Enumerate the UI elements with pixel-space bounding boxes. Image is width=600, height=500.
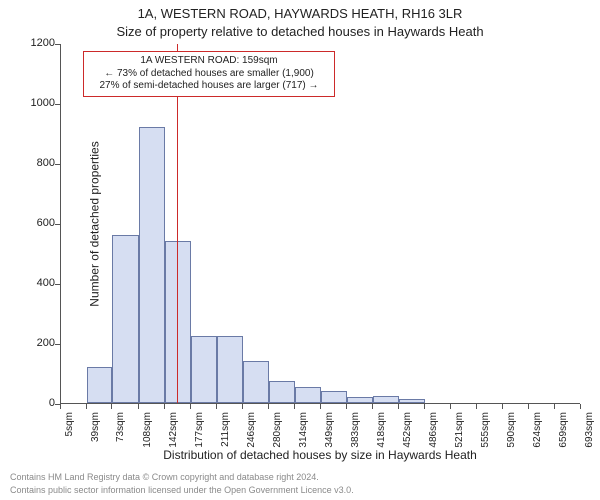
x-tick-label: 486sqm bbox=[428, 412, 439, 462]
x-tick-label: 5sqm bbox=[64, 412, 75, 462]
y-tick-label: 800 bbox=[5, 157, 55, 169]
x-tick-label: 211sqm bbox=[220, 412, 231, 462]
x-tick-label: 280sqm bbox=[272, 412, 283, 462]
footer-line-1: Contains HM Land Registry data © Crown c… bbox=[10, 472, 319, 482]
chart-title-main: 1A, WESTERN ROAD, HAYWARDS HEATH, RH16 3… bbox=[0, 6, 600, 21]
x-tick-label: 177sqm bbox=[194, 412, 205, 462]
x-tick-mark bbox=[372, 404, 373, 409]
x-tick-mark bbox=[86, 404, 87, 409]
histogram-bar bbox=[347, 397, 373, 403]
x-tick-mark bbox=[242, 404, 243, 409]
y-tick-mark bbox=[55, 224, 60, 225]
histogram-bar bbox=[191, 336, 217, 404]
x-tick-mark bbox=[190, 404, 191, 409]
x-axis-label: Distribution of detached houses by size … bbox=[60, 448, 580, 462]
histogram-bar bbox=[321, 391, 347, 403]
histogram-bar bbox=[295, 387, 321, 404]
x-tick-label: 452sqm bbox=[402, 412, 413, 462]
y-tick-mark bbox=[55, 104, 60, 105]
x-tick-mark bbox=[216, 404, 217, 409]
x-tick-label: 108sqm bbox=[142, 412, 153, 462]
x-tick-mark bbox=[398, 404, 399, 409]
chart-page: { "chart": { "type": "histogram", "title… bbox=[0, 0, 600, 500]
x-tick-mark bbox=[111, 404, 112, 409]
annotation-box: 1A WESTERN ROAD: 159sqm ← 73% of detache… bbox=[83, 51, 335, 97]
x-tick-label: 555sqm bbox=[480, 412, 491, 462]
y-tick-label: 1200 bbox=[5, 37, 55, 49]
reference-line bbox=[177, 44, 178, 403]
histogram-bar bbox=[87, 367, 113, 403]
x-tick-mark bbox=[346, 404, 347, 409]
x-tick-label: 521sqm bbox=[454, 412, 465, 462]
y-tick-label: 200 bbox=[5, 337, 55, 349]
x-tick-mark bbox=[60, 404, 61, 409]
x-tick-mark bbox=[138, 404, 139, 409]
x-tick-mark bbox=[268, 404, 269, 409]
x-tick-label: 693sqm bbox=[584, 412, 595, 462]
bars-container bbox=[61, 44, 580, 403]
histogram-bar bbox=[243, 361, 269, 403]
plot-area: 1A WESTERN ROAD: 159sqm ← 73% of detache… bbox=[60, 44, 580, 404]
x-tick-label: 349sqm bbox=[324, 412, 335, 462]
chart-title-sub: Size of property relative to detached ho… bbox=[0, 24, 600, 39]
y-tick-mark bbox=[55, 284, 60, 285]
histogram-bar bbox=[373, 396, 399, 404]
histogram-bar bbox=[217, 336, 243, 404]
annotation-line-1: 1A WESTERN ROAD: 159sqm bbox=[90, 55, 328, 68]
y-tick-mark bbox=[55, 344, 60, 345]
x-tick-label: 246sqm bbox=[246, 412, 257, 462]
histogram-bar bbox=[269, 381, 295, 404]
annotation-line-2: ← 73% of detached houses are smaller (1,… bbox=[90, 68, 328, 81]
y-tick-label: 0 bbox=[5, 397, 55, 409]
x-tick-mark bbox=[554, 404, 555, 409]
x-tick-label: 624sqm bbox=[532, 412, 543, 462]
histogram-bar bbox=[399, 399, 425, 403]
x-tick-mark bbox=[450, 404, 451, 409]
y-tick-mark bbox=[55, 44, 60, 45]
x-tick-label: 659sqm bbox=[558, 412, 569, 462]
x-tick-label: 383sqm bbox=[350, 412, 361, 462]
y-tick-label: 600 bbox=[5, 217, 55, 229]
x-tick-mark bbox=[424, 404, 425, 409]
x-tick-mark bbox=[294, 404, 295, 409]
x-tick-label: 142sqm bbox=[168, 412, 179, 462]
x-tick-label: 314sqm bbox=[298, 412, 309, 462]
x-tick-label: 39sqm bbox=[90, 412, 101, 462]
y-tick-label: 1000 bbox=[5, 97, 55, 109]
x-tick-mark bbox=[320, 404, 321, 409]
footer-line-2: Contains public sector information licen… bbox=[10, 485, 354, 495]
x-tick-mark bbox=[502, 404, 503, 409]
x-tick-mark bbox=[580, 404, 581, 409]
x-tick-mark bbox=[164, 404, 165, 409]
histogram-bar bbox=[112, 235, 138, 403]
y-tick-label: 400 bbox=[5, 277, 55, 289]
y-tick-mark bbox=[55, 164, 60, 165]
x-tick-label: 418sqm bbox=[376, 412, 387, 462]
annotation-line-3: 27% of semi-detached houses are larger (… bbox=[90, 80, 328, 93]
histogram-bar bbox=[139, 127, 165, 403]
x-tick-mark bbox=[476, 404, 477, 409]
x-tick-label: 590sqm bbox=[506, 412, 517, 462]
x-tick-mark bbox=[528, 404, 529, 409]
x-tick-label: 73sqm bbox=[115, 412, 126, 462]
